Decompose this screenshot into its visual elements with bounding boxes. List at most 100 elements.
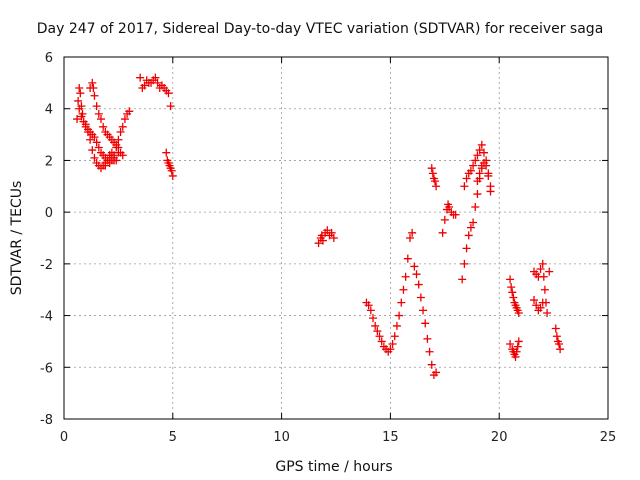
data-point [327, 228, 336, 237]
data-point [482, 161, 491, 170]
series-arc-12 [506, 275, 523, 317]
data-point [460, 182, 469, 191]
data-point [432, 368, 441, 377]
data-point [81, 120, 90, 129]
data-point [432, 182, 441, 191]
data-point [86, 135, 95, 144]
data-point [96, 115, 105, 124]
data-point [401, 272, 410, 281]
x-tick-label: 20 [491, 430, 508, 445]
y-tick-label: 6 [45, 51, 53, 66]
series-arc-7 [427, 164, 441, 191]
data-point [94, 109, 103, 118]
data-point [397, 298, 406, 307]
series-arc-16 [551, 324, 565, 354]
data-point [425, 347, 434, 356]
data-point [88, 78, 97, 87]
data-point [475, 146, 484, 155]
y-tick-label: -8 [40, 413, 53, 428]
data-point [451, 210, 460, 219]
data-point [112, 143, 121, 152]
data-point [405, 234, 414, 242]
data-point [90, 133, 99, 142]
y-tick-label: 2 [45, 154, 53, 169]
data-point [75, 104, 84, 113]
data-point [392, 321, 401, 330]
series-arc-9 [458, 161, 486, 284]
data-point [112, 156, 121, 165]
data-point [540, 285, 549, 294]
data-point [136, 73, 145, 82]
data-point [90, 153, 99, 162]
data-point [460, 259, 469, 268]
x-tick-label: 25 [600, 430, 617, 445]
data-point [477, 140, 486, 149]
data-point [427, 164, 436, 173]
data-point [421, 319, 430, 328]
data-point [552, 332, 561, 341]
data-point [507, 283, 516, 292]
data-point [475, 169, 484, 178]
data-point [469, 161, 478, 170]
data-point [368, 314, 377, 323]
data-point [514, 308, 523, 317]
data-point [471, 156, 480, 165]
data-point [514, 337, 523, 346]
data-point [390, 332, 399, 341]
data-point [484, 171, 493, 180]
data-point [323, 226, 332, 235]
y-tick-labels: -8 -6 -4 -2 0 2 4 6 [40, 51, 53, 428]
data-point [486, 182, 495, 191]
data-point [473, 190, 482, 199]
data-point [74, 96, 83, 105]
data-point [75, 84, 84, 93]
data-point [118, 122, 127, 131]
x-axis-label: GPS time / hours [275, 459, 392, 475]
data-point [471, 202, 480, 211]
data-point [462, 174, 471, 183]
data-point [375, 332, 384, 341]
data-point [76, 89, 85, 98]
data-point [388, 340, 397, 349]
y-tick-label: -4 [40, 310, 53, 325]
data-point [151, 73, 160, 82]
data-point [445, 202, 454, 211]
data-point [469, 218, 478, 227]
data-point [153, 78, 162, 87]
data-point [73, 115, 82, 124]
data-point [440, 215, 449, 224]
plot-frame [63, 56, 609, 420]
data-point [314, 239, 323, 248]
data-point [99, 122, 108, 131]
data-point [532, 301, 541, 310]
data-point [538, 259, 547, 268]
series-arc-1e [101, 148, 123, 170]
data-points [73, 73, 565, 380]
data-point [116, 127, 125, 136]
data-point [479, 148, 488, 157]
data-point [512, 347, 521, 356]
data-point [506, 275, 515, 284]
series-arc-5 [362, 228, 417, 356]
data-point [373, 327, 382, 336]
data-point [508, 288, 517, 297]
data-point [473, 177, 482, 186]
data-point [166, 102, 175, 111]
y-tick-label: 0 [45, 206, 53, 221]
data-point [427, 360, 436, 369]
series-arc-8 [438, 200, 460, 237]
data-point [120, 115, 129, 124]
data-point [140, 81, 149, 90]
data-point [92, 138, 101, 147]
data-point [423, 334, 432, 343]
data-point [164, 89, 173, 98]
data-point [539, 272, 548, 281]
data-point [90, 91, 99, 100]
data-point [506, 340, 515, 349]
y-axis-label: SDTVAR / TECUs [9, 181, 25, 296]
y-tick-label: -6 [40, 361, 53, 376]
data-point [318, 236, 327, 245]
x-tick-label: 0 [60, 430, 68, 445]
data-point [103, 156, 112, 165]
